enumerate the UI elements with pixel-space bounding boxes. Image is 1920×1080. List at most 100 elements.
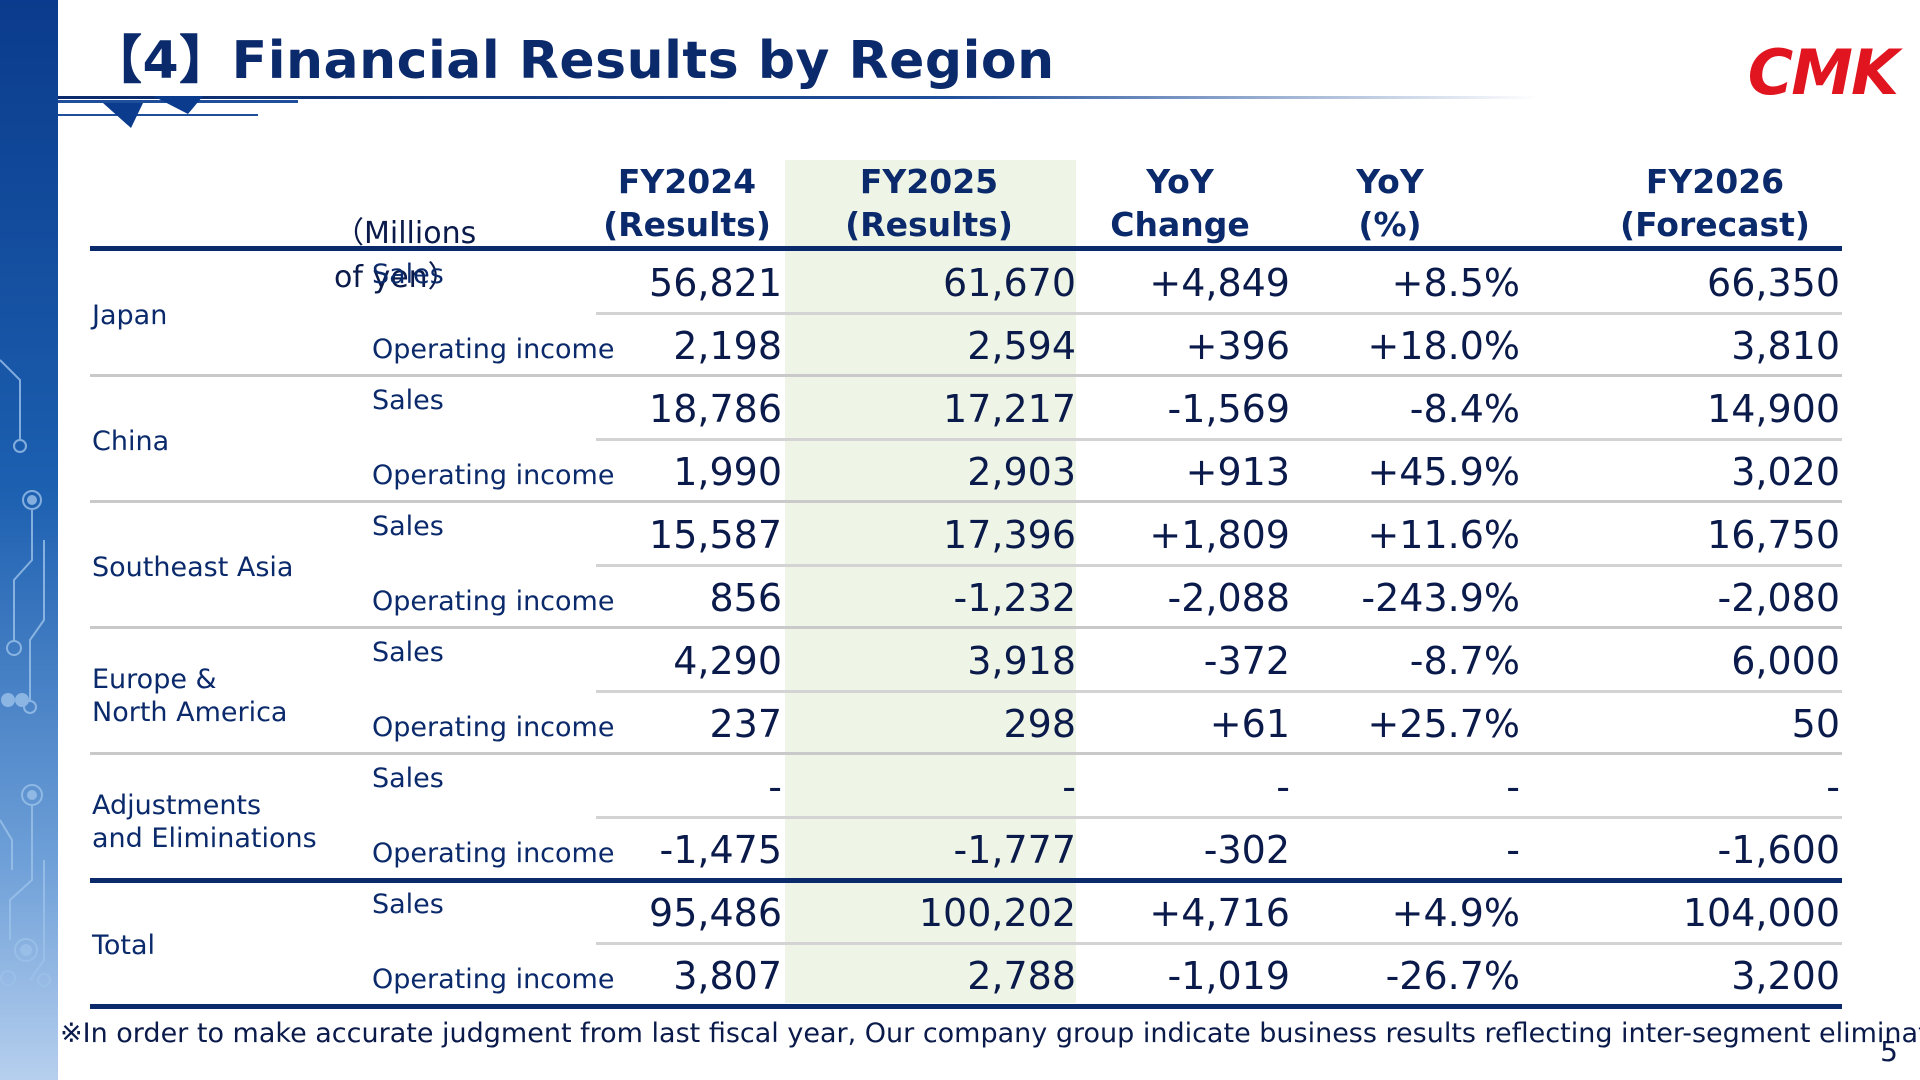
table-cell: +4.9% [1391,891,1520,935]
table-cell: 6,000 [1731,639,1840,683]
table-row: Operating income 2,198 2,594 +396 +18.0% 3,81… [90,314,1842,374]
table-cell: 15,587 [649,513,782,557]
table-row: Sales 18,786 17,217 -1,569 -8.4% 14,900 [90,377,1842,437]
table-cell: +11.6% [1367,513,1520,557]
table-cell: 3,200 [1731,954,1840,998]
row-divider [596,942,1842,945]
table-cell: 100,202 [918,891,1076,935]
table-row: Operating income 856 -1,232 -2,088 -243.9% -2… [90,566,1842,626]
metric-label: Sales [372,637,444,668]
region-group: Southeast Asia Sales 15,587 17,396 +1,809 +11… [90,503,1842,629]
group-divider [90,1004,1842,1009]
metric-label: Operating income [372,460,615,491]
metric-label: Operating income [372,838,615,869]
metric-label: Operating income [372,334,615,365]
row-divider [596,816,1842,819]
table-row: Operating income 237 298 +61 +25.7% 50 [90,692,1842,752]
region-group: China Sales 18,786 17,217 -1,569 -8.4% 14,900 O… [90,377,1842,503]
table-cell: +913 [1185,450,1290,494]
table-cell: +8.5% [1391,261,1520,305]
column-header-fy2024: FY2024 (Results) [603,162,771,244]
left-decorative-band [0,0,58,1080]
table-cell: 18,786 [649,387,782,431]
region-name: China [92,426,170,457]
table-cell: 1,990 [673,450,782,494]
table-cell: -1,232 [953,576,1077,620]
table-cell: -372 [1203,639,1290,683]
table-cell: -1,600 [1717,828,1841,872]
table-cell: 50 [1791,702,1840,746]
table-cell: 2,594 [967,324,1076,368]
table-cell: 3,918 [967,639,1076,683]
table-cell: +45.9% [1367,450,1520,494]
group-divider [90,500,1842,503]
group-divider [90,374,1842,377]
table-row: Sales 4,290 3,918 -372 -8.7% 6,000 [90,629,1842,689]
table-cell: 2,903 [967,450,1076,494]
table-row: Sales 95,486 100,202 +4,716 +4.9% 104,000 [90,881,1842,941]
table-cell: 298 [1003,702,1076,746]
page-number: 5 [1880,1035,1898,1068]
region-group: Japan Sales 56,821 61,670 +4,849 +8.5% 66,350 O… [90,251,1842,377]
table-cell: - [1062,765,1076,809]
metric-label: Operating income [372,964,615,995]
metric-label: Sales [372,889,444,920]
table-cell: 237 [709,702,782,746]
table-cell: -8.7% [1409,639,1520,683]
row-divider [596,564,1842,567]
page-title: 【4】Financial Results by Region [90,31,1055,91]
table-cell: - [1506,765,1520,809]
table-cell: 61,670 [943,261,1076,305]
row-divider [596,312,1842,315]
region-group: Total Sales 95,486 100,202 +4,716 +4.9% 104,00… [90,881,1842,1009]
metric-label: Sales [372,385,444,416]
table-cell: 17,217 [943,387,1076,431]
table-cell: 16,750 [1707,513,1840,557]
footnote: ※In order to make accurate judgment from… [60,1018,1920,1049]
table-row: Sales - - - - - [90,755,1842,815]
table-cell: 14,900 [1707,387,1840,431]
column-header-yoy-change: YoY Change [1110,162,1250,244]
column-header-fy2026: FY2026 (Forecast) [1620,162,1810,244]
column-header-yoy-percent: YoY (%) [1356,162,1424,244]
table-cell: 3,020 [1731,450,1840,494]
table-cell: 2,788 [967,954,1076,998]
region-name: Southeast Asia [92,552,294,583]
column-header-fy2025: FY2025 (Results) [845,162,1013,244]
metric-label: Sales [372,259,444,290]
table-cell: -1,475 [659,828,783,872]
cmk-logo: CMK [1747,36,1899,109]
table-cell: -1,777 [953,828,1077,872]
table-cell: - [768,765,782,809]
circuit-pattern-icon [0,359,51,987]
header-rule [90,246,1842,251]
metric-label: Operating income [372,712,615,743]
table-cell: +1,809 [1149,513,1290,557]
metric-label: Sales [372,511,444,542]
table-row: Operating income -1,475 -1,777 -302 - -1,600 [90,818,1842,878]
region-group: Adjustments and Eliminations Sales - - - - - Ope… [90,755,1842,883]
region-name: Japan [92,300,168,331]
region-name: Total [92,930,156,961]
table-cell: - [1506,828,1520,872]
title-chevron-decoration-icon [58,96,298,128]
table-cell: 3,810 [1731,324,1840,368]
fy2025-column-highlight [785,160,1076,1003]
table-cell: 4,290 [673,639,782,683]
table-cell: -302 [1203,828,1290,872]
table-cell: +4,716 [1149,891,1290,935]
row-divider [596,438,1842,441]
table-row: Operating income 3,807 2,788 -1,019 -26.7% 3,… [90,944,1842,1004]
group-divider [90,626,1842,629]
table-row: Operating income 1,990 2,903 +913 +45.9% 3,02… [90,440,1842,500]
table-cell: - [1276,765,1290,809]
table-row: Sales 15,587 17,396 +1,809 +11.6% 16,750 [90,503,1842,563]
table-cell: +396 [1185,324,1290,368]
group-divider [90,752,1842,755]
table-cell: 56,821 [649,261,782,305]
table-cell: 104,000 [1682,891,1840,935]
table-cell: 2,198 [673,324,782,368]
table-cell: 66,350 [1707,261,1840,305]
table-cell: -1,569 [1167,387,1291,431]
table-cell: -2,080 [1717,576,1841,620]
